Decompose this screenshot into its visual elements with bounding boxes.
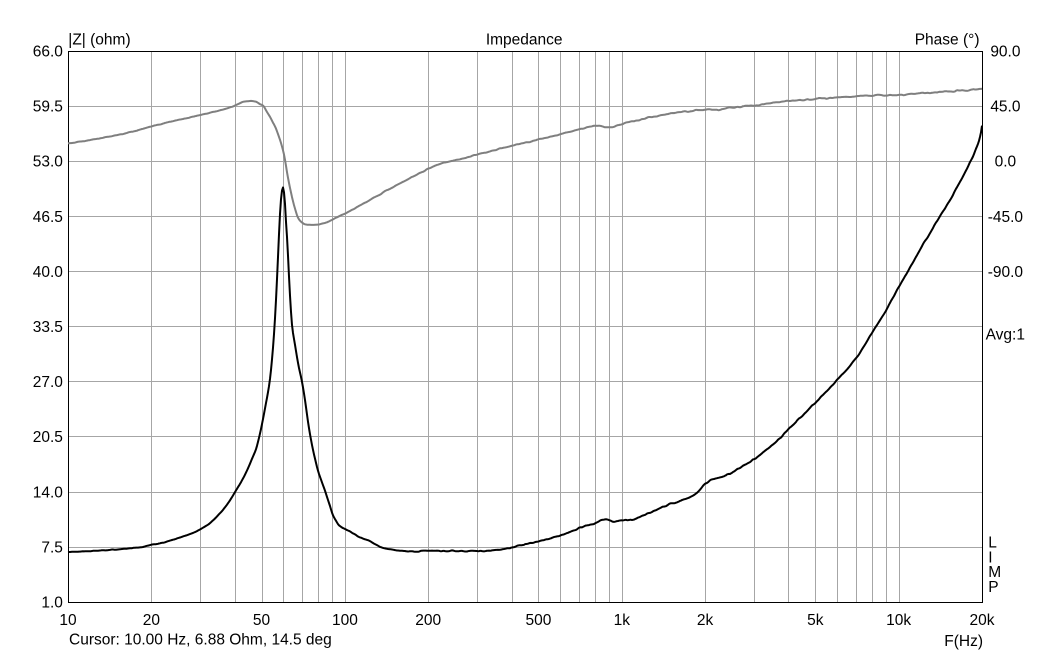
svg-text:F(Hz): F(Hz) [944, 633, 983, 650]
svg-text:14.0: 14.0 [33, 484, 64, 501]
svg-text:53.0: 53.0 [33, 154, 64, 171]
svg-text:27.0: 27.0 [33, 374, 64, 391]
svg-text:1.0: 1.0 [41, 595, 63, 612]
svg-text:M: M [988, 564, 1001, 581]
svg-text:-90.0: -90.0 [988, 264, 1024, 281]
svg-text:|Z| (ohm): |Z| (ohm) [68, 32, 130, 49]
svg-text:45.0: 45.0 [990, 99, 1021, 116]
svg-text:200: 200 [415, 612, 441, 629]
svg-text:L: L [988, 535, 997, 552]
svg-text:33.5: 33.5 [33, 319, 63, 336]
svg-text:Cursor: 10.00 Hz, 6.88 Ohm, 14: Cursor: 10.00 Hz, 6.88 Ohm, 14.5 deg [69, 632, 332, 649]
svg-text:500: 500 [525, 612, 551, 629]
svg-text:P: P [988, 579, 998, 596]
svg-text:Phase (°): Phase (°) [915, 32, 980, 49]
svg-text:5k: 5k [807, 612, 824, 629]
svg-text:I: I [988, 549, 992, 566]
svg-text:90.0: 90.0 [990, 44, 1021, 61]
svg-text:50: 50 [253, 612, 271, 629]
svg-text:Impedance: Impedance [486, 32, 563, 49]
svg-text:40.0: 40.0 [33, 264, 64, 281]
svg-text:20.5: 20.5 [33, 429, 63, 446]
svg-text:10k: 10k [886, 612, 911, 629]
svg-text:Avg:1: Avg:1 [986, 327, 1025, 344]
svg-text:7.5: 7.5 [41, 539, 63, 556]
svg-text:-45.0: -45.0 [988, 209, 1024, 226]
svg-text:46.5: 46.5 [33, 209, 63, 226]
svg-text:20k: 20k [970, 612, 995, 629]
svg-text:2k: 2k [697, 612, 714, 629]
svg-text:0.0: 0.0 [995, 154, 1017, 171]
svg-text:10: 10 [59, 612, 77, 629]
svg-text:100: 100 [332, 612, 358, 629]
svg-text:1k: 1k [614, 612, 631, 629]
svg-text:20: 20 [143, 612, 161, 629]
svg-text:59.5: 59.5 [33, 99, 63, 116]
svg-text:66.0: 66.0 [33, 44, 64, 61]
